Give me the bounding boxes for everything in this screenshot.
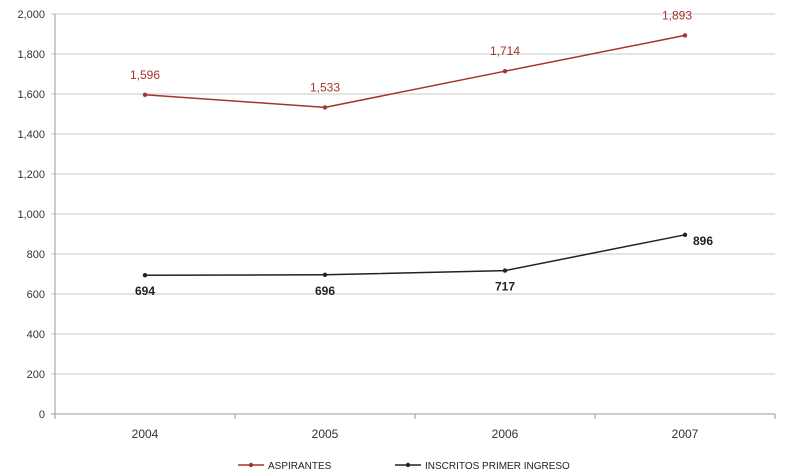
- legend-label: ASPIRANTES: [268, 461, 332, 472]
- data-label: 694: [135, 284, 155, 298]
- y-tick-label: 1,800: [17, 49, 45, 61]
- series-line: [144, 234, 686, 276]
- data-label: 896: [693, 234, 713, 248]
- data-label: 1,893: [662, 8, 692, 22]
- data-label: 717: [495, 280, 515, 294]
- y-tick-label: 600: [27, 289, 45, 301]
- y-tick-label: 2,000: [17, 9, 45, 21]
- data-point: [502, 268, 508, 273]
- data-label: 1,596: [130, 68, 160, 82]
- x-axis-ticks: 2004 2005 2006 2007: [54, 414, 776, 441]
- legend-marker: [405, 462, 411, 468]
- x-tick-label: 2004: [132, 427, 159, 441]
- data-point: [142, 273, 148, 278]
- y-tick-label: 0: [39, 409, 45, 421]
- data-point: [322, 105, 328, 110]
- y-tick-label: 1,200: [17, 169, 45, 181]
- y-tick-label: 1,000: [17, 209, 45, 221]
- y-axis-ticks: 0 200 400 600 800 1,000 1,200 1,400 1,600 1,800 2,…: [17, 9, 45, 421]
- data-point: [322, 272, 328, 277]
- y-tick-label: 1,400: [17, 129, 45, 141]
- y-tick-label: 200: [27, 369, 45, 381]
- data-point: [682, 33, 688, 38]
- data-point: [502, 69, 508, 74]
- y-tick-label: 1,600: [17, 89, 45, 101]
- y-tick-label: 400: [27, 329, 45, 341]
- data-label: 1,533: [310, 80, 340, 94]
- y-tick-label: 800: [27, 249, 45, 261]
- data-labels: 1,596 1,533 1,714 1,893 694 696 717 896: [130, 8, 713, 298]
- data-point: [682, 232, 688, 237]
- x-tick-label: 2006: [492, 427, 519, 441]
- x-tick-label: 2007: [672, 427, 699, 441]
- legend: ASPIRANTES INSCRITOS PRIMER INGRESO: [238, 461, 570, 472]
- data-label: 696: [315, 284, 335, 298]
- legend-label: INSCRITOS PRIMER INGRESO: [425, 461, 570, 472]
- x-tick-label: 2005: [312, 427, 339, 441]
- legend-marker: [248, 462, 254, 468]
- data-label: 1,714: [490, 44, 520, 58]
- gridlines: [51, 13, 775, 415]
- series-lines: [142, 33, 688, 278]
- data-point: [142, 92, 148, 98]
- series-line: [144, 34, 686, 109]
